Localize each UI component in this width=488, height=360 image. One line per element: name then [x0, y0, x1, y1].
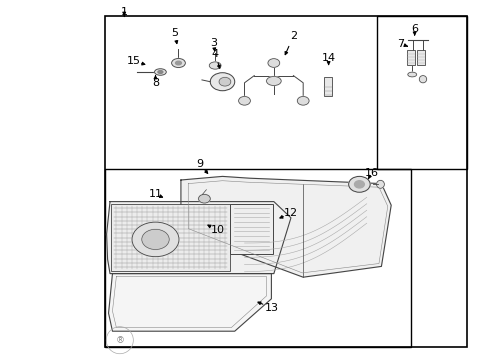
- Bar: [111, 204, 229, 271]
- Ellipse shape: [158, 71, 163, 73]
- Text: 1: 1: [121, 6, 127, 17]
- Circle shape: [354, 181, 364, 188]
- Bar: [416, 50, 424, 65]
- Ellipse shape: [171, 58, 185, 68]
- Ellipse shape: [175, 61, 181, 65]
- Bar: [323, 77, 331, 96]
- Ellipse shape: [418, 76, 426, 83]
- Circle shape: [348, 176, 369, 192]
- Text: 3: 3: [210, 38, 217, 48]
- Text: 7: 7: [397, 39, 404, 49]
- Circle shape: [219, 77, 230, 86]
- Polygon shape: [108, 274, 271, 331]
- Polygon shape: [181, 176, 390, 277]
- Ellipse shape: [154, 69, 166, 75]
- Bar: [105, 169, 410, 347]
- Polygon shape: [106, 202, 290, 274]
- Text: 6: 6: [410, 24, 417, 34]
- Text: 10: 10: [210, 225, 224, 235]
- Ellipse shape: [209, 62, 221, 69]
- Text: 8: 8: [152, 78, 159, 88]
- Text: 9: 9: [196, 159, 203, 169]
- Text: 14: 14: [321, 53, 335, 63]
- Text: 15: 15: [127, 56, 141, 66]
- Ellipse shape: [376, 180, 384, 188]
- Circle shape: [142, 229, 169, 249]
- Circle shape: [267, 59, 279, 67]
- Circle shape: [198, 194, 210, 203]
- Circle shape: [297, 96, 308, 105]
- Text: 16: 16: [364, 168, 378, 178]
- Bar: [407, 50, 414, 65]
- Circle shape: [210, 73, 234, 91]
- Text: 4: 4: [211, 49, 218, 59]
- Text: 5: 5: [171, 28, 178, 38]
- Circle shape: [132, 222, 179, 257]
- Text: ®: ®: [115, 336, 124, 345]
- Circle shape: [238, 96, 250, 105]
- Bar: [229, 204, 272, 254]
- Text: 13: 13: [264, 303, 278, 313]
- Ellipse shape: [407, 72, 416, 77]
- Bar: [376, 16, 466, 169]
- Text: 12: 12: [284, 208, 297, 218]
- Text: 11: 11: [148, 189, 162, 199]
- Bar: [105, 16, 466, 347]
- Text: 2: 2: [289, 31, 296, 41]
- Ellipse shape: [266, 77, 281, 85]
